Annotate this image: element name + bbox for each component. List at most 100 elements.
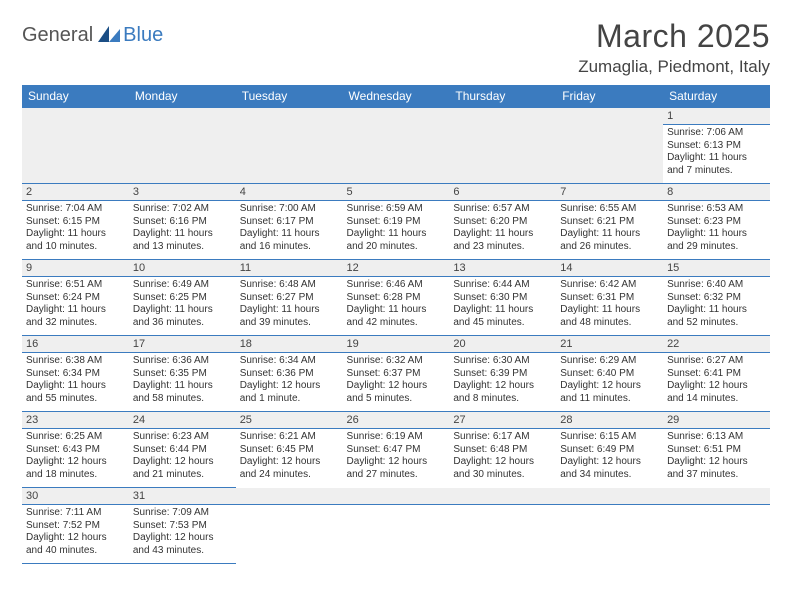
sunset-text: Sunset: 6:27 PM <box>240 292 339 305</box>
daylight-text: Daylight: 12 hours and 34 minutes. <box>560 456 659 481</box>
day-body-cell: Sunrise: 6:23 AMSunset: 6:44 PMDaylight:… <box>129 429 236 488</box>
sunrise-text: Sunrise: 6:55 AM <box>560 203 659 216</box>
sunrise-text: Sunrise: 6:59 AM <box>347 203 446 216</box>
weekday-header: Friday <box>556 85 663 108</box>
day-number-cell: 2 <box>22 184 129 201</box>
day-number: 7 <box>560 186 566 198</box>
sunrise-text: Sunrise: 6:49 AM <box>133 279 232 292</box>
week-row: Sunrise: 7:04 AMSunset: 6:15 PMDaylight:… <box>22 201 770 260</box>
day-body-cell <box>663 505 770 564</box>
daylight-text: Daylight: 11 hours and 52 minutes. <box>667 304 766 329</box>
day-body-cell: Sunrise: 6:17 AMSunset: 6:48 PMDaylight:… <box>449 429 556 488</box>
day-number-cell: 31 <box>129 488 236 505</box>
day-number-cell: 17 <box>129 336 236 353</box>
daylight-text: Daylight: 12 hours and 21 minutes. <box>133 456 232 481</box>
day-number-cell: 7 <box>556 184 663 201</box>
weekday-header: Sunday <box>22 85 129 108</box>
weekday-header: Wednesday <box>343 85 450 108</box>
sunset-text: Sunset: 6:49 PM <box>560 444 659 457</box>
sunrise-text: Sunrise: 7:06 AM <box>667 127 766 140</box>
sunset-text: Sunset: 6:39 PM <box>453 368 552 381</box>
sunrise-text: Sunrise: 6:44 AM <box>453 279 552 292</box>
day-number-cell <box>236 108 343 125</box>
day-number-cell: 18 <box>236 336 343 353</box>
day-number: 21 <box>560 338 572 350</box>
title-block: March 2025 Zumaglia, Piedmont, Italy <box>578 18 770 77</box>
day-number: 28 <box>560 414 572 426</box>
day-number-cell: 26 <box>343 412 450 429</box>
sunset-text: Sunset: 6:16 PM <box>133 216 232 229</box>
sunrise-text: Sunrise: 6:30 AM <box>453 355 552 368</box>
sunset-text: Sunset: 6:31 PM <box>560 292 659 305</box>
weekday-header: Tuesday <box>236 85 343 108</box>
day-body-cell: Sunrise: 7:11 AMSunset: 7:52 PMDaylight:… <box>22 505 129 564</box>
sunset-text: Sunset: 6:28 PM <box>347 292 446 305</box>
sunrise-text: Sunrise: 7:02 AM <box>133 203 232 216</box>
day-number-cell: 28 <box>556 412 663 429</box>
sunrise-text: Sunrise: 6:38 AM <box>26 355 125 368</box>
sunset-text: Sunset: 6:13 PM <box>667 140 766 153</box>
day-number-cell: 14 <box>556 260 663 277</box>
day-body-cell <box>449 505 556 564</box>
daylight-text: Daylight: 11 hours and 23 minutes. <box>453 228 552 253</box>
sunset-text: Sunset: 6:19 PM <box>347 216 446 229</box>
day-body-cell: Sunrise: 7:09 AMSunset: 7:53 PMDaylight:… <box>129 505 236 564</box>
daylight-text: Daylight: 12 hours and 27 minutes. <box>347 456 446 481</box>
daylight-text: Daylight: 12 hours and 14 minutes. <box>667 380 766 405</box>
day-body-cell: Sunrise: 6:49 AMSunset: 6:25 PMDaylight:… <box>129 277 236 336</box>
day-body-cell: Sunrise: 7:02 AMSunset: 6:16 PMDaylight:… <box>129 201 236 260</box>
sunrise-text: Sunrise: 6:42 AM <box>560 279 659 292</box>
day-number: 29 <box>667 414 679 426</box>
sunrise-text: Sunrise: 6:40 AM <box>667 279 766 292</box>
day-body-cell: Sunrise: 7:00 AMSunset: 6:17 PMDaylight:… <box>236 201 343 260</box>
day-number: 27 <box>453 414 465 426</box>
day-number-cell: 13 <box>449 260 556 277</box>
day-number: 26 <box>347 414 359 426</box>
sunset-text: Sunset: 6:40 PM <box>560 368 659 381</box>
daylight-text: Daylight: 11 hours and 29 minutes. <box>667 228 766 253</box>
sunset-text: Sunset: 6:48 PM <box>453 444 552 457</box>
daylight-text: Daylight: 11 hours and 36 minutes. <box>133 304 232 329</box>
day-number: 30 <box>26 490 38 502</box>
sunrise-text: Sunrise: 6:36 AM <box>133 355 232 368</box>
day-body-cell: Sunrise: 6:19 AMSunset: 6:47 PMDaylight:… <box>343 429 450 488</box>
day-number: 5 <box>347 186 353 198</box>
day-number-cell: 3 <box>129 184 236 201</box>
sunset-text: Sunset: 6:36 PM <box>240 368 339 381</box>
day-body-cell <box>236 505 343 564</box>
daynum-row: 16171819202122 <box>22 336 770 353</box>
sunset-text: Sunset: 6:45 PM <box>240 444 339 457</box>
weekday-header-row: Sunday Monday Tuesday Wednesday Thursday… <box>22 85 770 108</box>
day-number: 2 <box>26 186 32 198</box>
day-number: 18 <box>240 338 252 350</box>
location-subtitle: Zumaglia, Piedmont, Italy <box>578 57 770 77</box>
day-number: 4 <box>240 186 246 198</box>
daylight-text: Daylight: 12 hours and 43 minutes. <box>133 532 232 557</box>
daylight-text: Daylight: 11 hours and 58 minutes. <box>133 380 232 405</box>
logo-text-blue: Blue <box>123 24 163 47</box>
day-number: 22 <box>667 338 679 350</box>
day-body-cell: Sunrise: 6:29 AMSunset: 6:40 PMDaylight:… <box>556 353 663 412</box>
day-number-cell: 29 <box>663 412 770 429</box>
sunrise-text: Sunrise: 6:19 AM <box>347 431 446 444</box>
day-number-cell: 10 <box>129 260 236 277</box>
daylight-text: Daylight: 11 hours and 26 minutes. <box>560 228 659 253</box>
sunset-text: Sunset: 6:41 PM <box>667 368 766 381</box>
daylight-text: Daylight: 12 hours and 37 minutes. <box>667 456 766 481</box>
weekday-header: Saturday <box>663 85 770 108</box>
day-body-cell: Sunrise: 6:55 AMSunset: 6:21 PMDaylight:… <box>556 201 663 260</box>
day-number-cell: 23 <box>22 412 129 429</box>
daylight-text: Daylight: 11 hours and 55 minutes. <box>26 380 125 405</box>
daynum-row: 9101112131415 <box>22 260 770 277</box>
day-number-cell: 22 <box>663 336 770 353</box>
sunset-text: Sunset: 6:25 PM <box>133 292 232 305</box>
day-number-cell <box>663 488 770 505</box>
day-body-cell <box>556 505 663 564</box>
day-number: 13 <box>453 262 465 274</box>
day-body-cell: Sunrise: 6:53 AMSunset: 6:23 PMDaylight:… <box>663 201 770 260</box>
day-number-cell <box>449 488 556 505</box>
day-number-cell: 6 <box>449 184 556 201</box>
sunrise-text: Sunrise: 6:32 AM <box>347 355 446 368</box>
daynum-row: 1 <box>22 108 770 125</box>
day-body-cell: Sunrise: 6:44 AMSunset: 6:30 PMDaylight:… <box>449 277 556 336</box>
